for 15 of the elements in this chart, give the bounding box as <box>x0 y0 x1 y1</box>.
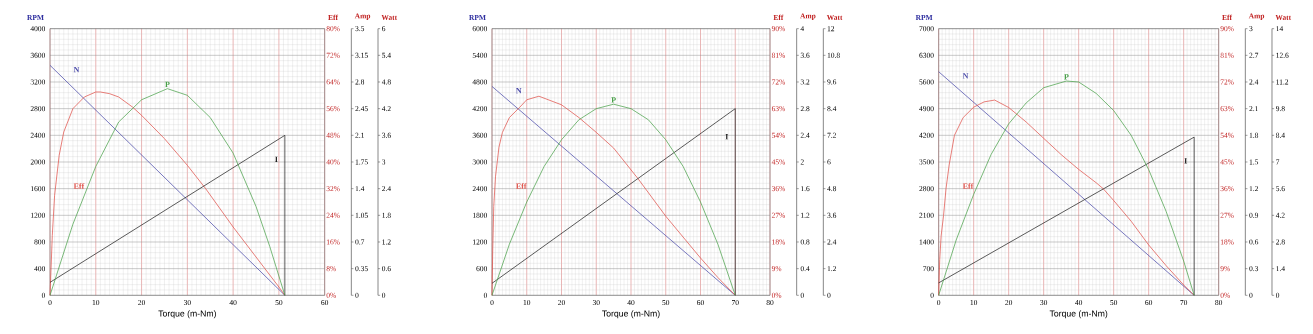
text: Eff <box>516 183 527 189</box>
series-label: Eff <box>962 183 974 189</box>
text: Eff <box>73 183 85 189</box>
series-label: I <box>275 156 278 162</box>
series-label: N <box>73 66 80 73</box>
x-axis-title: Torque (m-Nm) <box>1049 310 1108 319</box>
series-label: P <box>611 97 616 103</box>
x-axis-title: Torque (m-Nm) <box>602 310 660 319</box>
x-axis-title: Torque (m-Nm) <box>158 310 216 319</box>
series-label: I <box>1184 158 1187 164</box>
series-label: I <box>725 134 729 140</box>
series-label: P <box>1064 74 1069 80</box>
series-label: N <box>962 73 969 79</box>
series-label: N <box>516 88 522 94</box>
series-label: P <box>165 81 170 88</box>
